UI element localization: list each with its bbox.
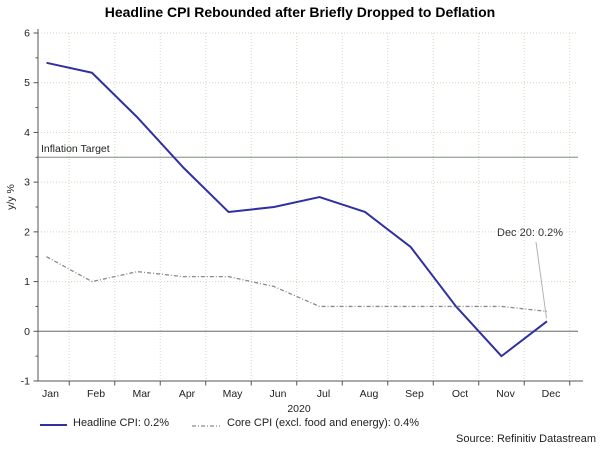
y-tick-label: -1 (21, 376, 30, 388)
x-tick-label: Oct (452, 388, 468, 400)
y-tick-label: 1 (24, 276, 30, 288)
legend-label-headline: Headline CPI: 0.2% (73, 417, 169, 429)
x-tick-label: Aug (360, 388, 379, 400)
legend-swatch-headline (40, 419, 67, 426)
x-tick-label: Jan (42, 388, 59, 400)
x-tick-label: Apr (179, 388, 196, 400)
annotation-dec-value: Dec 20: 0.2% (497, 227, 564, 239)
annotation-leader-line (535, 241, 547, 319)
legend-swatch-core (192, 419, 220, 437)
inflation-target-label: Inflation Target (41, 143, 110, 155)
legend-label-core: Core CPI (excl. food and energy): 0.4% (227, 417, 419, 429)
y-tick-label: 5 (24, 77, 30, 89)
y-tick-label: 6 (24, 28, 30, 40)
x-tick-label: Sep (405, 388, 424, 400)
x-tick-label: Jun (270, 388, 287, 400)
x-tick-label: Nov (496, 388, 515, 400)
x-tick-label: Dec (542, 388, 561, 400)
y-tick-label: 0 (24, 326, 30, 338)
x-tick-label: Mar (132, 388, 151, 400)
y-tick-label: 3 (24, 177, 30, 189)
headline-line-sample (40, 424, 67, 426)
y-axis-title: y/y % (5, 184, 17, 210)
y-tick-label: 4 (24, 127, 30, 139)
series-line-1 (46, 256, 548, 313)
x-tick-label: Jul (317, 388, 330, 400)
source-credit: Source: Refinitiv Datastream (456, 433, 596, 445)
chart-title: Headline CPI Rebounded after Briefly Dro… (104, 4, 496, 20)
y-tick-label: 2 (24, 226, 30, 238)
x-axis-year-label: 2020 (287, 403, 311, 415)
core-line-sample (192, 425, 220, 427)
series-line-0 (46, 61, 548, 358)
x-tick-label: Feb (87, 388, 105, 400)
x-tick-label: May (223, 388, 244, 400)
